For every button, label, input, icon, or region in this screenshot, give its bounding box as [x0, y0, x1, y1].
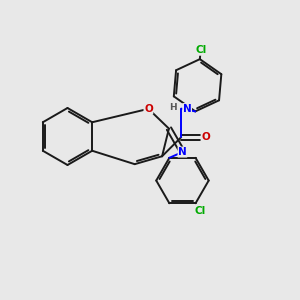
Text: O: O	[144, 104, 153, 114]
Text: H: H	[169, 103, 177, 112]
Text: Cl: Cl	[195, 45, 206, 55]
Text: O: O	[201, 132, 210, 142]
Text: Cl: Cl	[194, 206, 206, 216]
Text: N: N	[183, 103, 191, 114]
Text: N: N	[178, 147, 187, 157]
